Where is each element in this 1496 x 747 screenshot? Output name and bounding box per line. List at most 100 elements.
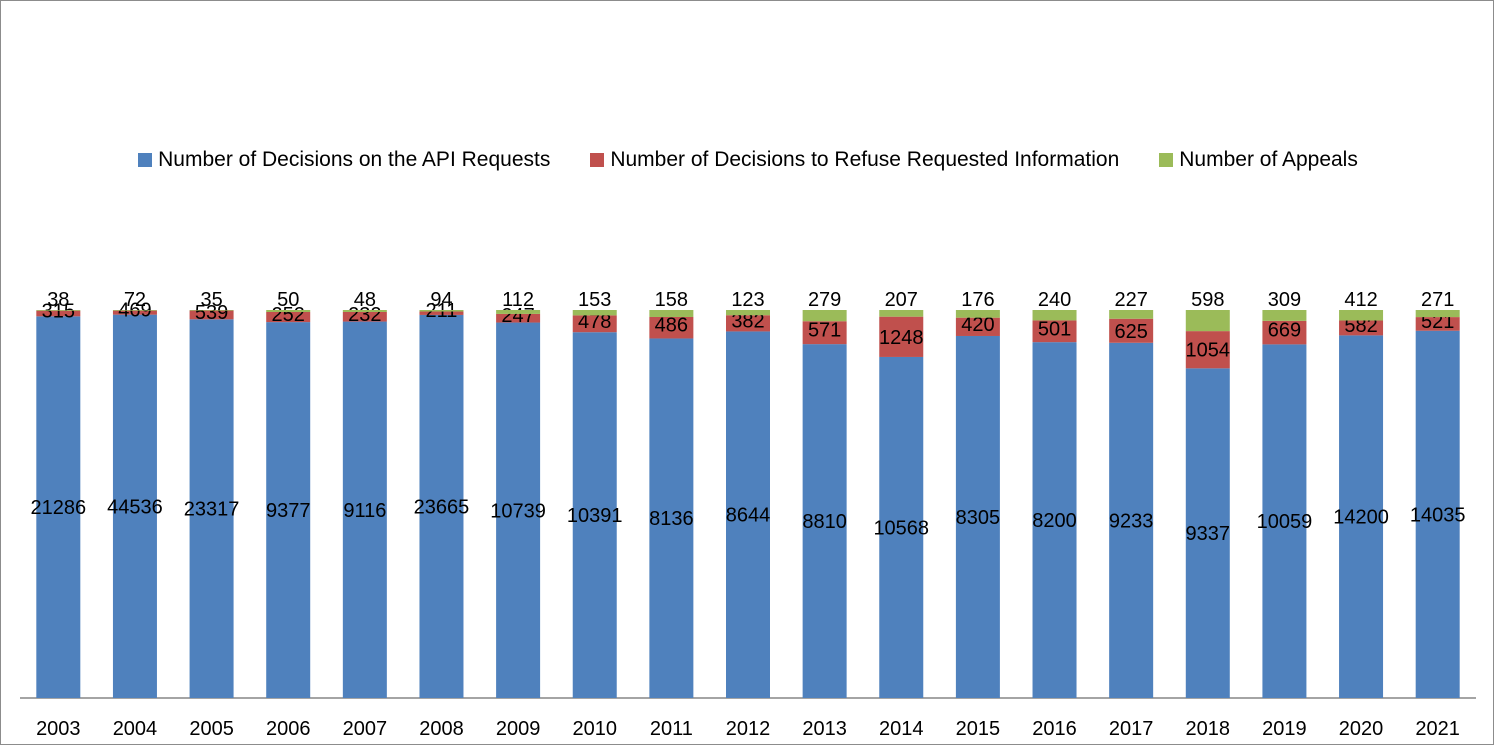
bar-segment-2020-s0 bbox=[1339, 335, 1384, 698]
data-label-2004-s2: 72 bbox=[124, 289, 146, 311]
data-label-2021-s2: 271 bbox=[1421, 289, 1454, 311]
bar-segment-2017-s2 bbox=[1109, 310, 1154, 319]
data-label-2013-s1: 571 bbox=[808, 320, 841, 342]
data-label-2015-s2: 176 bbox=[961, 289, 994, 311]
data-label-2006-s0: 9377 bbox=[266, 500, 311, 522]
bar-segment-2008-s2 bbox=[419, 310, 464, 312]
data-label-2018-s0: 9337 bbox=[1186, 523, 1231, 545]
bar-segment-2011-s2 bbox=[649, 310, 694, 317]
x-tick-label-2006: 2006 bbox=[266, 718, 311, 740]
bar-segment-2007-s0 bbox=[342, 321, 387, 698]
bar-segment-2003-s1 bbox=[36, 310, 81, 317]
bar-segment-2013-s2 bbox=[802, 310, 847, 322]
bar-segment-2003-s0 bbox=[36, 316, 81, 698]
x-tick-label-2014: 2014 bbox=[879, 718, 924, 740]
x-tick-label-2012: 2012 bbox=[726, 718, 771, 740]
data-label-2012-s1: 382 bbox=[731, 310, 764, 332]
legend-label-appeals: Number of Appeals bbox=[1179, 148, 1358, 171]
data-label-2010-s1: 478 bbox=[578, 311, 611, 333]
bar-segment-2008-s0 bbox=[419, 314, 464, 698]
x-tick-label-2013: 2013 bbox=[802, 718, 847, 740]
data-label-2003-s2: 38 bbox=[47, 289, 69, 311]
x-tick-label-2017: 2017 bbox=[1109, 718, 1154, 740]
data-label-2014-s1: 1248 bbox=[879, 327, 924, 349]
x-tick-label-2008: 2008 bbox=[419, 718, 464, 740]
data-label-2003-s1: 315 bbox=[42, 301, 75, 323]
data-label-2005-s1: 539 bbox=[195, 302, 228, 324]
data-label-2009-s2: 112 bbox=[502, 289, 534, 311]
bar-segment-2007-s1 bbox=[342, 311, 387, 322]
bar-segment-2014-s1 bbox=[879, 316, 924, 357]
bar-segment-2011-s0 bbox=[649, 338, 694, 698]
bar-segment-2006-s2 bbox=[266, 310, 311, 313]
bar-segment-2015-s0 bbox=[955, 335, 1000, 698]
data-label-2007-s2: 48 bbox=[354, 289, 376, 311]
data-label-2019-s1: 669 bbox=[1268, 320, 1301, 342]
legend-item-api-requests: Number of Decisions on the API Requests bbox=[138, 148, 550, 172]
bar-segment-2018-s1 bbox=[1185, 331, 1230, 369]
x-tick-label-2007: 2007 bbox=[343, 718, 388, 740]
x-tick-label-2021: 2021 bbox=[1415, 718, 1460, 740]
bar-segment-2016-s0 bbox=[1032, 342, 1077, 698]
data-label-2006-s2: 50 bbox=[277, 289, 299, 311]
bar-segment-2017-s0 bbox=[1109, 342, 1154, 698]
data-label-2005-s2: 35 bbox=[200, 289, 222, 311]
data-label-2017-s1: 625 bbox=[1114, 321, 1147, 343]
data-label-2021-s0: 14035 bbox=[1410, 504, 1466, 526]
bar-segment-2020-s1 bbox=[1339, 320, 1384, 336]
bar-segment-2012-s2 bbox=[726, 310, 770, 316]
bar-segment-2005-s0 bbox=[189, 319, 234, 698]
bar-segment-2021-s1 bbox=[1415, 317, 1460, 331]
legend-swatch-appeals bbox=[1159, 153, 1174, 167]
data-label-2012-s0: 8644 bbox=[726, 505, 771, 527]
x-tick-label-2010: 2010 bbox=[572, 718, 617, 740]
legend-swatch-api-requests bbox=[138, 153, 153, 167]
bar-segment-2018-s0 bbox=[1185, 368, 1230, 698]
data-label-2005-s0: 23317 bbox=[184, 499, 240, 521]
bar-segment-2015-s1 bbox=[955, 317, 1000, 336]
bar-segment-2006-s0 bbox=[266, 322, 311, 698]
x-tick-label-2020: 2020 bbox=[1339, 718, 1384, 740]
data-label-2016-s2: 240 bbox=[1038, 289, 1071, 311]
bar-segment-2009-s1 bbox=[496, 313, 541, 323]
bar-segment-2006-s1 bbox=[266, 312, 311, 323]
data-label-2017-s0: 9233 bbox=[1109, 510, 1154, 532]
bar-segment-2010-s0 bbox=[572, 332, 617, 698]
bar-segment-2012-s1 bbox=[726, 315, 770, 332]
data-label-2014-s2: 207 bbox=[885, 289, 918, 311]
data-label-2016-s0: 8200 bbox=[1032, 510, 1077, 532]
bar-segment-2016-s2 bbox=[1032, 310, 1077, 321]
data-label-2019-s2: 309 bbox=[1268, 289, 1301, 311]
data-label-2016-s1: 501 bbox=[1038, 318, 1071, 340]
x-tick-label-2009: 2009 bbox=[496, 718, 541, 740]
bar-segment-2017-s1 bbox=[1109, 318, 1154, 343]
legend: Number of Decisions on the API Requests … bbox=[0, 148, 1496, 172]
data-label-2003-s0: 21286 bbox=[31, 497, 87, 519]
data-label-2015-s1: 420 bbox=[961, 314, 994, 336]
data-label-2017-s2: 227 bbox=[1114, 289, 1147, 311]
data-label-2014-s0: 10568 bbox=[873, 517, 929, 539]
bar-segment-2021-s2 bbox=[1415, 310, 1460, 318]
data-label-2007-s1: 232 bbox=[348, 304, 381, 326]
bar-segment-2019-s0 bbox=[1262, 344, 1307, 698]
data-label-2008-s0: 23665 bbox=[414, 496, 470, 518]
data-label-2006-s1: 252 bbox=[272, 304, 305, 326]
bar-segment-2013-s1 bbox=[802, 321, 847, 345]
bar-segment-2014-s0 bbox=[879, 356, 924, 698]
bar-segment-2010-s2 bbox=[572, 310, 617, 316]
bar-segment-2014-s2 bbox=[879, 310, 924, 317]
data-label-2018-s1: 1054 bbox=[1186, 340, 1231, 362]
bar-segment-2009-s0 bbox=[496, 322, 541, 698]
x-tick-label-2015: 2015 bbox=[956, 718, 1001, 740]
data-label-2009-s0: 10739 bbox=[490, 500, 546, 522]
bar-segment-2003-s2 bbox=[36, 310, 81, 311]
data-label-2019-s0: 10059 bbox=[1257, 511, 1313, 533]
data-label-2004-s0: 44536 bbox=[107, 496, 163, 518]
data-label-2020-s0: 14200 bbox=[1333, 507, 1389, 529]
data-label-2015-s0: 8305 bbox=[956, 507, 1001, 529]
bar-segment-2018-s2 bbox=[1185, 310, 1230, 332]
data-label-2011-s0: 8136 bbox=[649, 508, 694, 530]
data-label-2013-s2: 279 bbox=[808, 289, 841, 311]
